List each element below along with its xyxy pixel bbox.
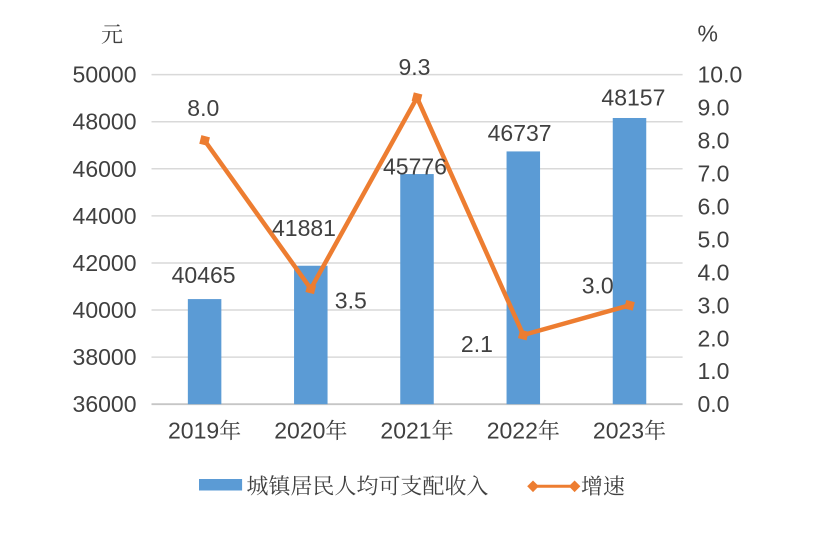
svg-text:5.0: 5.0	[698, 226, 730, 252]
svg-text:2019: 2019	[168, 417, 219, 443]
svg-text:48157: 48157	[601, 84, 665, 110]
svg-text:3.0: 3.0	[582, 273, 614, 299]
svg-text:36000: 36000	[73, 391, 137, 417]
svg-text:45776: 45776	[383, 153, 447, 179]
svg-text:1.0: 1.0	[698, 358, 730, 384]
svg-text:44000: 44000	[73, 203, 137, 229]
svg-text:7.0: 7.0	[698, 161, 730, 187]
svg-text:3.5: 3.5	[335, 288, 367, 314]
svg-text:0.0: 0.0	[698, 391, 730, 417]
svg-text:10.0: 10.0	[698, 62, 743, 88]
svg-text:46737: 46737	[488, 120, 552, 146]
svg-text:9.3: 9.3	[399, 54, 431, 80]
svg-text:8.0: 8.0	[698, 128, 730, 154]
svg-text:40000: 40000	[73, 297, 137, 323]
svg-text:46000: 46000	[73, 156, 137, 182]
svg-text:48000: 48000	[73, 109, 137, 135]
svg-text:%: %	[698, 21, 718, 47]
svg-text:38000: 38000	[73, 344, 137, 370]
svg-text:8.0: 8.0	[187, 95, 219, 121]
svg-text:41881: 41881	[272, 215, 336, 241]
svg-text:50000: 50000	[73, 62, 137, 88]
svg-text:2023: 2023	[593, 417, 644, 443]
svg-text:40465: 40465	[172, 262, 236, 288]
svg-text:4.0: 4.0	[698, 259, 730, 285]
svg-text:2021: 2021	[380, 417, 431, 443]
svg-text:42000: 42000	[73, 250, 137, 276]
svg-text:9.0: 9.0	[698, 95, 730, 121]
svg-text:2020: 2020	[274, 417, 325, 443]
svg-text:2022: 2022	[487, 417, 538, 443]
svg-text:2.1: 2.1	[461, 331, 493, 357]
svg-text:3.0: 3.0	[698, 292, 730, 318]
svg-text:2.0: 2.0	[698, 325, 730, 351]
svg-text:6.0: 6.0	[698, 193, 730, 219]
